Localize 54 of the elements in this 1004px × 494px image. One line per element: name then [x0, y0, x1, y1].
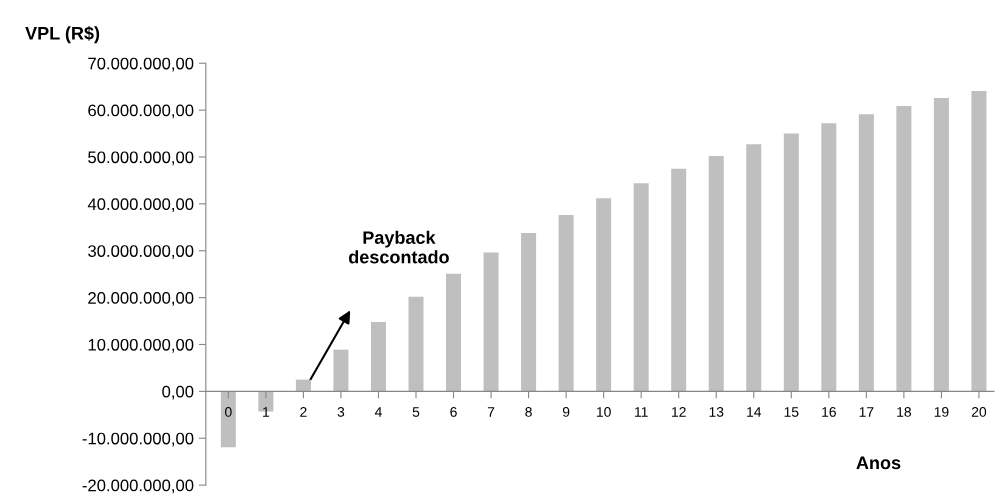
x-tick-label: 3 — [337, 407, 345, 417]
bar — [971, 90, 987, 392]
x-tick-label: 18 — [897, 407, 912, 417]
bar — [408, 296, 424, 392]
x-tick-label: 8 — [525, 407, 532, 417]
bar — [671, 168, 687, 392]
x-tick-label: 13 — [709, 407, 724, 417]
x-tick-label: 5 — [412, 407, 420, 417]
x-tick-label: 16 — [822, 407, 836, 417]
y-axis-title: VPL (R$) — [25, 26, 100, 44]
y-tick-label: 40.000.000,00 — [87, 198, 194, 213]
bar — [858, 114, 874, 392]
x-tick-label: 7 — [487, 407, 495, 417]
x-tick-label: 11 — [635, 407, 648, 417]
y-tick-label: 50.000.000,00 — [88, 151, 194, 166]
bar — [896, 105, 912, 392]
y-tick-label: 0,00 — [162, 385, 194, 400]
y-tick-label: 70.000.000,00 — [88, 57, 194, 72]
x-tick-label: 1 — [263, 407, 270, 417]
x-tick-label: 14 — [747, 407, 762, 417]
x-tick-label: 10 — [596, 407, 611, 417]
bar — [521, 232, 537, 392]
x-tick-label: 9 — [562, 407, 570, 417]
y-tick-label: 30.000.000,00 — [88, 245, 194, 259]
x-tick-label: 19 — [934, 407, 949, 417]
x-axis-title: Anos — [856, 456, 901, 470]
y-tick-label: -10.000.000,00 — [82, 432, 194, 447]
bar — [821, 123, 837, 392]
bar — [783, 133, 799, 392]
x-tick-label: 6 — [450, 407, 457, 417]
x-tick-label: 17 — [859, 407, 874, 417]
y-tick-label: 10.000.000,00 — [88, 338, 194, 353]
y-tick-label: 20.000.000,00 — [88, 292, 194, 306]
bar — [596, 198, 612, 392]
x-tick-label: 4 — [374, 407, 382, 417]
x-tick-label: 20 — [971, 407, 987, 417]
bar — [370, 321, 386, 392]
bar — [220, 391, 236, 448]
bar — [483, 252, 499, 392]
annotation: Payback descontado — [349, 230, 449, 264]
bar — [746, 144, 762, 392]
bar — [333, 349, 349, 392]
bar — [446, 273, 462, 392]
x-tick-label: 0 — [225, 407, 232, 417]
y-tick-label: 60.000.000,00 — [88, 104, 194, 119]
x-tick-label: 2 — [300, 407, 307, 417]
bar — [633, 183, 649, 392]
bar — [933, 97, 949, 392]
bar — [558, 215, 574, 392]
y-tick-label: -20.000.000,00 — [82, 479, 194, 494]
bar — [708, 156, 724, 392]
bar — [295, 379, 311, 392]
x-tick-label: 15 — [784, 407, 799, 417]
x-tick-label: 12 — [672, 407, 686, 417]
